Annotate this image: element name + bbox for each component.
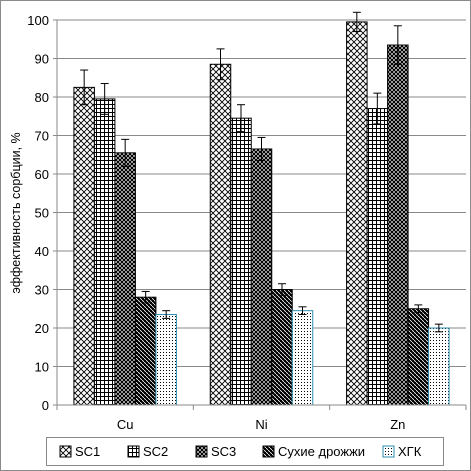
x-tick-label: Zn bbox=[390, 417, 405, 432]
y-tick-label: 30 bbox=[35, 283, 49, 298]
bar-хгк-cu bbox=[155, 314, 177, 406]
y-tick-label: 0 bbox=[42, 398, 49, 413]
bar-sc1-ni bbox=[209, 63, 232, 406]
legend-swatch bbox=[262, 445, 275, 458]
error-bar-сухие-дрожжи-ni bbox=[278, 283, 286, 296]
error-bar-sc2-ni bbox=[237, 104, 245, 133]
y-axis-title: эффективность сорбции, % bbox=[9, 132, 23, 293]
y-tick-label: 10 bbox=[35, 360, 49, 375]
y-tick-label: 40 bbox=[35, 244, 49, 259]
error-bar-sc3-ni bbox=[257, 136, 266, 162]
legend-item-сухие-дрожжи: Сухие дрожжи bbox=[262, 444, 365, 459]
y-tick-label: 20 bbox=[35, 321, 49, 336]
legend-item-sc1: SC1 bbox=[59, 444, 100, 459]
legend-label: Сухие дрожжи bbox=[278, 444, 365, 459]
legend-swatch bbox=[59, 445, 72, 458]
legend-item-sc2: SC2 bbox=[127, 444, 168, 459]
y-tick-label: 80 bbox=[35, 90, 49, 105]
bar-сухие-дрожжи-cu bbox=[134, 296, 157, 406]
legend-label: SC1 bbox=[75, 444, 100, 459]
legend: SC1 SC2 SC3 Сухие дрожжи ХГК bbox=[59, 444, 422, 459]
legend-label: ХГК bbox=[398, 444, 422, 459]
bar-хгк-ni bbox=[291, 310, 314, 406]
y-axis-ticks: 0 10 20 30 40 50 60 70 80 90 100 bbox=[27, 13, 57, 413]
error-bar-sc3-cu bbox=[121, 138, 130, 167]
error-bar-сухие-дрожжи-zn bbox=[414, 304, 423, 314]
x-tick-label: Ni bbox=[255, 417, 267, 432]
error-bar-sc1-zn bbox=[352, 11, 361, 33]
legend-swatch bbox=[382, 445, 395, 458]
error-bar-хгк-ni bbox=[298, 306, 307, 316]
error-bar-сухие-дрожжи-cu bbox=[141, 290, 150, 304]
error-bars bbox=[80, 11, 443, 333]
bar-sc3-cu bbox=[114, 152, 136, 406]
y-tick-label: 90 bbox=[35, 52, 49, 67]
error-bar-хгк-cu bbox=[162, 310, 171, 319]
legend-item-хгк: ХГК bbox=[382, 444, 422, 459]
bar-sc1-cu bbox=[73, 86, 95, 406]
bar-sc3-ni bbox=[250, 148, 273, 406]
legend-box bbox=[46, 437, 444, 466]
error-bar-sc2-zn bbox=[373, 92, 382, 125]
error-bar-хгк-zn bbox=[434, 323, 443, 333]
error-bar-sc1-ni bbox=[216, 48, 225, 81]
y-tick-label: 60 bbox=[35, 167, 49, 182]
legend-swatch bbox=[127, 445, 140, 458]
axes bbox=[56, 20, 467, 410]
y-tick-label: 100 bbox=[27, 13, 49, 28]
bar-sc3-zn bbox=[387, 44, 409, 406]
error-bar-sc2-cu bbox=[100, 83, 109, 115]
bar-sc2-ni bbox=[230, 117, 252, 406]
error-bar-sc3-zn bbox=[393, 25, 402, 65]
legend-label: SC2 bbox=[143, 444, 168, 459]
legend-label: SC3 bbox=[211, 444, 236, 459]
x-tick-label: Cu bbox=[117, 417, 134, 432]
category-labels: Cu Ni Zn bbox=[117, 417, 406, 432]
error-bar-sc1-cu bbox=[80, 69, 89, 106]
y-tick-label: 70 bbox=[35, 129, 49, 144]
bar-сухие-дрожжи-ni bbox=[271, 289, 293, 406]
bar-хгк-zn bbox=[428, 327, 450, 406]
bar-sc2-cu bbox=[93, 98, 116, 406]
bar-сухие-дрожжи-zn bbox=[407, 308, 430, 406]
legend-swatch bbox=[195, 445, 208, 458]
bar-sc2-zn bbox=[366, 108, 389, 406]
bars bbox=[73, 21, 450, 406]
legend-item-sc3: SC3 bbox=[195, 444, 236, 459]
bar-sc1-zn bbox=[346, 21, 368, 406]
y-tick-label: 50 bbox=[35, 206, 49, 221]
